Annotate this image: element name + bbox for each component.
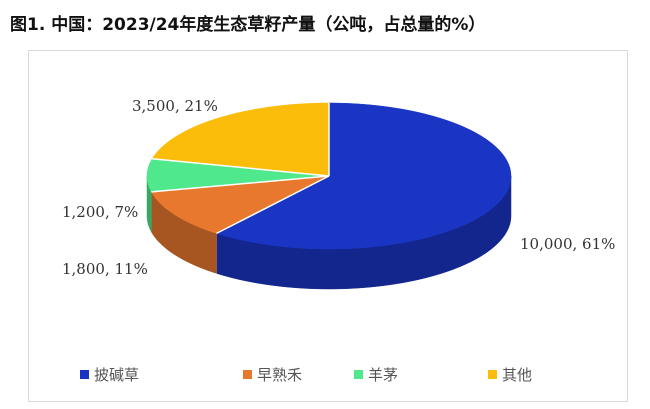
legend-label: 羊茅 bbox=[368, 366, 399, 384]
pie-slice-0 bbox=[215, 102, 512, 250]
pie-slice-3 bbox=[151, 102, 330, 177]
data-label-3: 3,500, 21% bbox=[132, 97, 218, 115]
legend-swatch bbox=[354, 370, 363, 379]
pie-slice-1 bbox=[150, 175, 330, 234]
legend-item-2: 羊茅 bbox=[354, 364, 398, 385]
data-label-2: 1,200, 7% bbox=[62, 203, 139, 221]
legend-swatch bbox=[488, 370, 497, 379]
legend-label: 其他 bbox=[502, 366, 533, 384]
legend-label: 披碱草 bbox=[94, 366, 140, 384]
slice-border bbox=[216, 175, 330, 235]
data-label-1: 1,800, 11% bbox=[62, 260, 148, 278]
slice-border bbox=[152, 158, 330, 177]
pie-slice-2 bbox=[146, 158, 330, 193]
legend-item-0: 披碱草 bbox=[80, 364, 139, 385]
legend-swatch bbox=[243, 370, 252, 379]
legend-item-1: 早熟禾 bbox=[243, 364, 302, 385]
legend-label: 早熟禾 bbox=[257, 366, 303, 384]
legend-swatch bbox=[80, 370, 89, 379]
legend-item-3: 其他 bbox=[488, 364, 532, 385]
chart-frame bbox=[28, 50, 628, 402]
data-label-0: 10,000, 61% bbox=[520, 235, 616, 253]
slice-border bbox=[151, 175, 330, 193]
chart-title: 图1. 中国：2023/24年度生态草籽产量（公吨，占总量的%） bbox=[10, 15, 486, 35]
